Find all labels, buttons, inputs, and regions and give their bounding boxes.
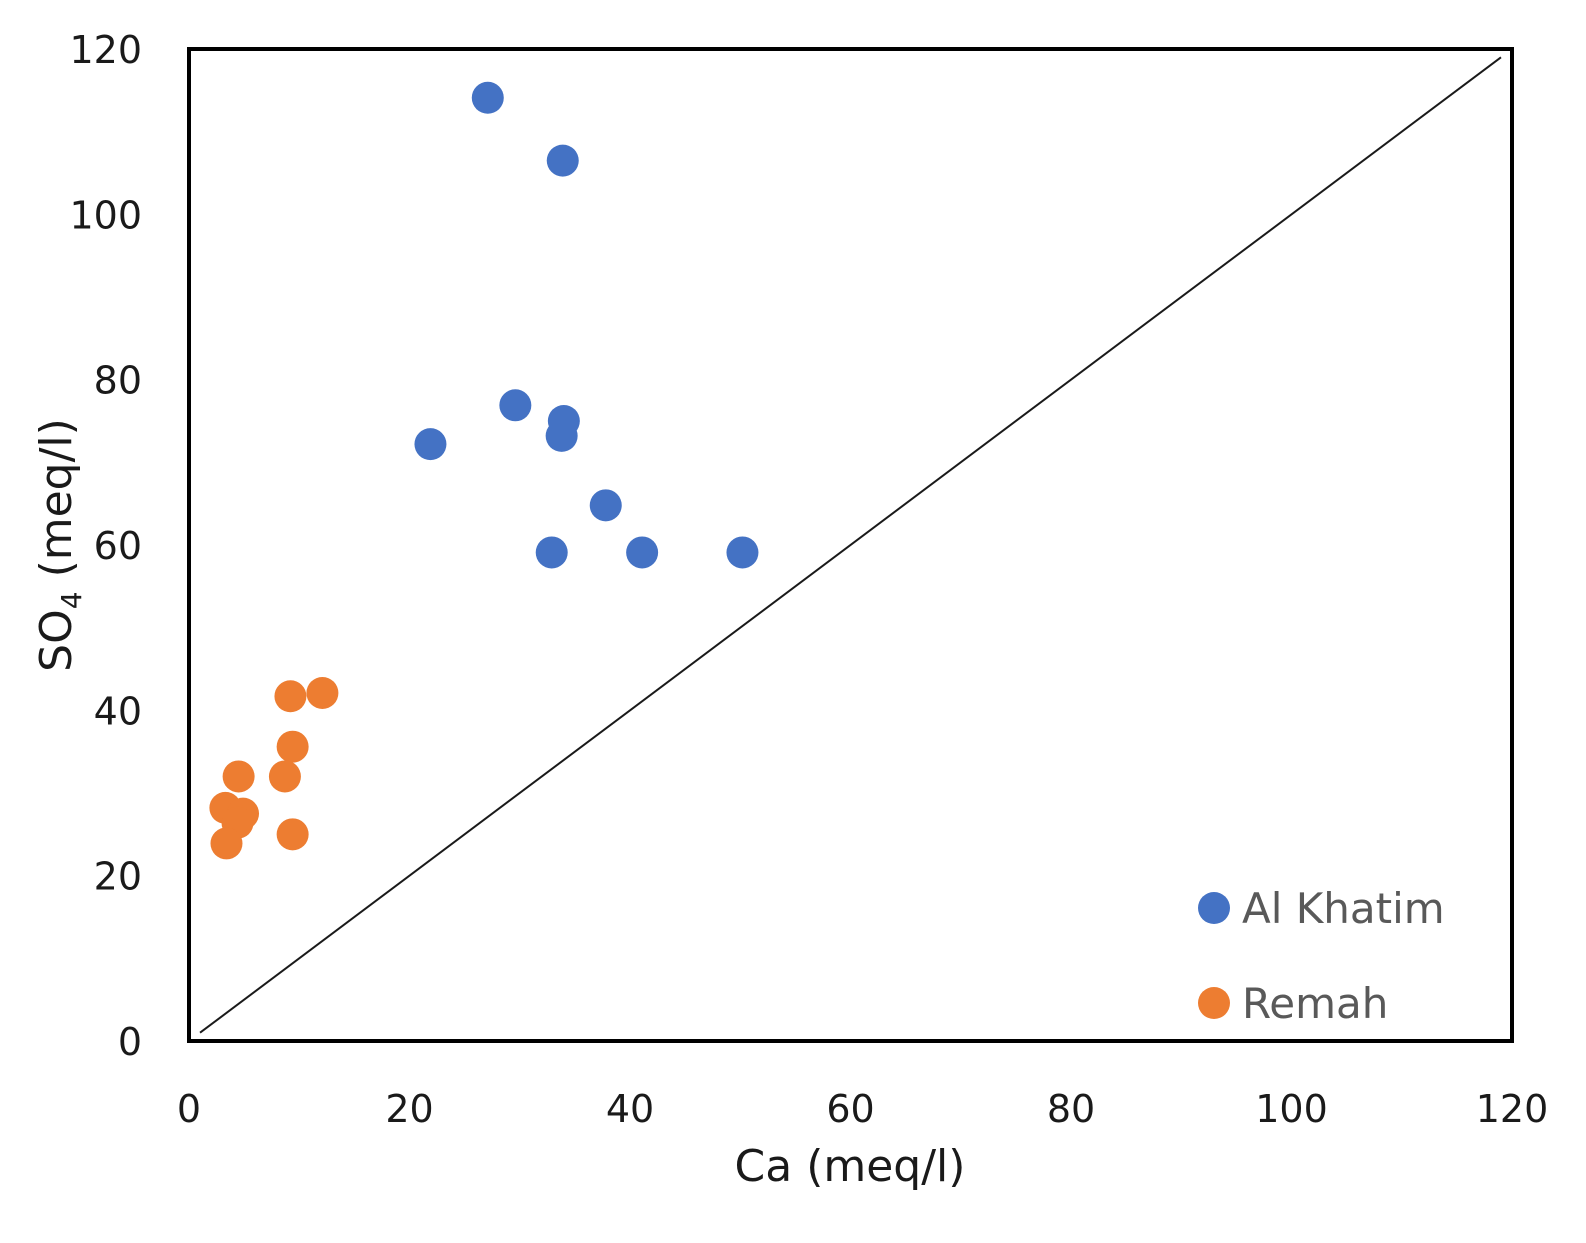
data-point-remah-4: [222, 760, 255, 793]
legend-label-al-khatim: Al Khatim: [1242, 884, 1445, 933]
one-to-one-reference-line: [199, 56, 1502, 1034]
x-axis-tick-labels: 0 20 40 60 80 100 120: [177, 1087, 1548, 1131]
data-point-al-khatim-3: [499, 389, 532, 422]
data-point-al-khatim-6: [545, 419, 578, 452]
y-tick-label-120: 120: [69, 28, 142, 72]
x-tick-label-80: 80: [1047, 1087, 1095, 1131]
data-point-remah-9: [210, 827, 243, 860]
legend-label-remah: Remah: [1242, 979, 1388, 1028]
x-tick-label-0: 0: [177, 1087, 201, 1131]
data-point-remah-1: [274, 680, 307, 713]
data-point-remah-2: [306, 676, 339, 709]
x-tick-label-120: 120: [1476, 1087, 1549, 1131]
y-axis-title: SO4 (meq/l): [31, 418, 88, 672]
y-tick-label-40: 40: [94, 689, 142, 733]
x-axis-title: Ca (meq/l): [735, 1141, 966, 1192]
data-point-remah-3: [276, 730, 309, 763]
y-tick-label-80: 80: [94, 359, 142, 403]
y-tick-label-0: 0: [118, 1020, 142, 1064]
data-points-layer: [209, 81, 759, 860]
legend: Al Khatim Remah: [1198, 884, 1445, 1028]
x-tick-label-60: 60: [826, 1087, 874, 1131]
data-point-al-khatim-7: [589, 489, 622, 522]
y-axis-tick-labels: 0 20 40 60 80 100 120: [69, 28, 142, 1064]
data-point-al-khatim-10: [726, 536, 759, 569]
reference-line-layer: [199, 56, 1502, 1034]
data-point-al-khatim-4: [414, 428, 447, 461]
data-point-al-khatim-1: [471, 81, 504, 114]
legend-marker-al-khatim: [1198, 892, 1230, 924]
data-point-al-khatim-8: [535, 536, 568, 569]
data-point-al-khatim-9: [626, 536, 659, 569]
x-tick-label-20: 20: [385, 1087, 433, 1131]
x-tick-label-40: 40: [606, 1087, 654, 1131]
x-tick-label-100: 100: [1255, 1087, 1328, 1131]
data-point-remah-10: [276, 818, 309, 851]
y-axis-title-subscript: 4: [55, 591, 88, 609]
y-tick-label-60: 60: [94, 524, 142, 568]
y-axis-title-unit: (meq/l): [31, 418, 82, 591]
data-point-remah-5: [268, 760, 301, 793]
legend-marker-remah: [1198, 987, 1230, 1019]
y-tick-label-100: 100: [69, 193, 142, 237]
data-point-al-khatim-2: [546, 144, 579, 177]
y-tick-label-20: 20: [94, 855, 142, 899]
plot-area-frame: [187, 47, 1514, 1043]
y-axis-title-main: SO: [31, 609, 82, 672]
